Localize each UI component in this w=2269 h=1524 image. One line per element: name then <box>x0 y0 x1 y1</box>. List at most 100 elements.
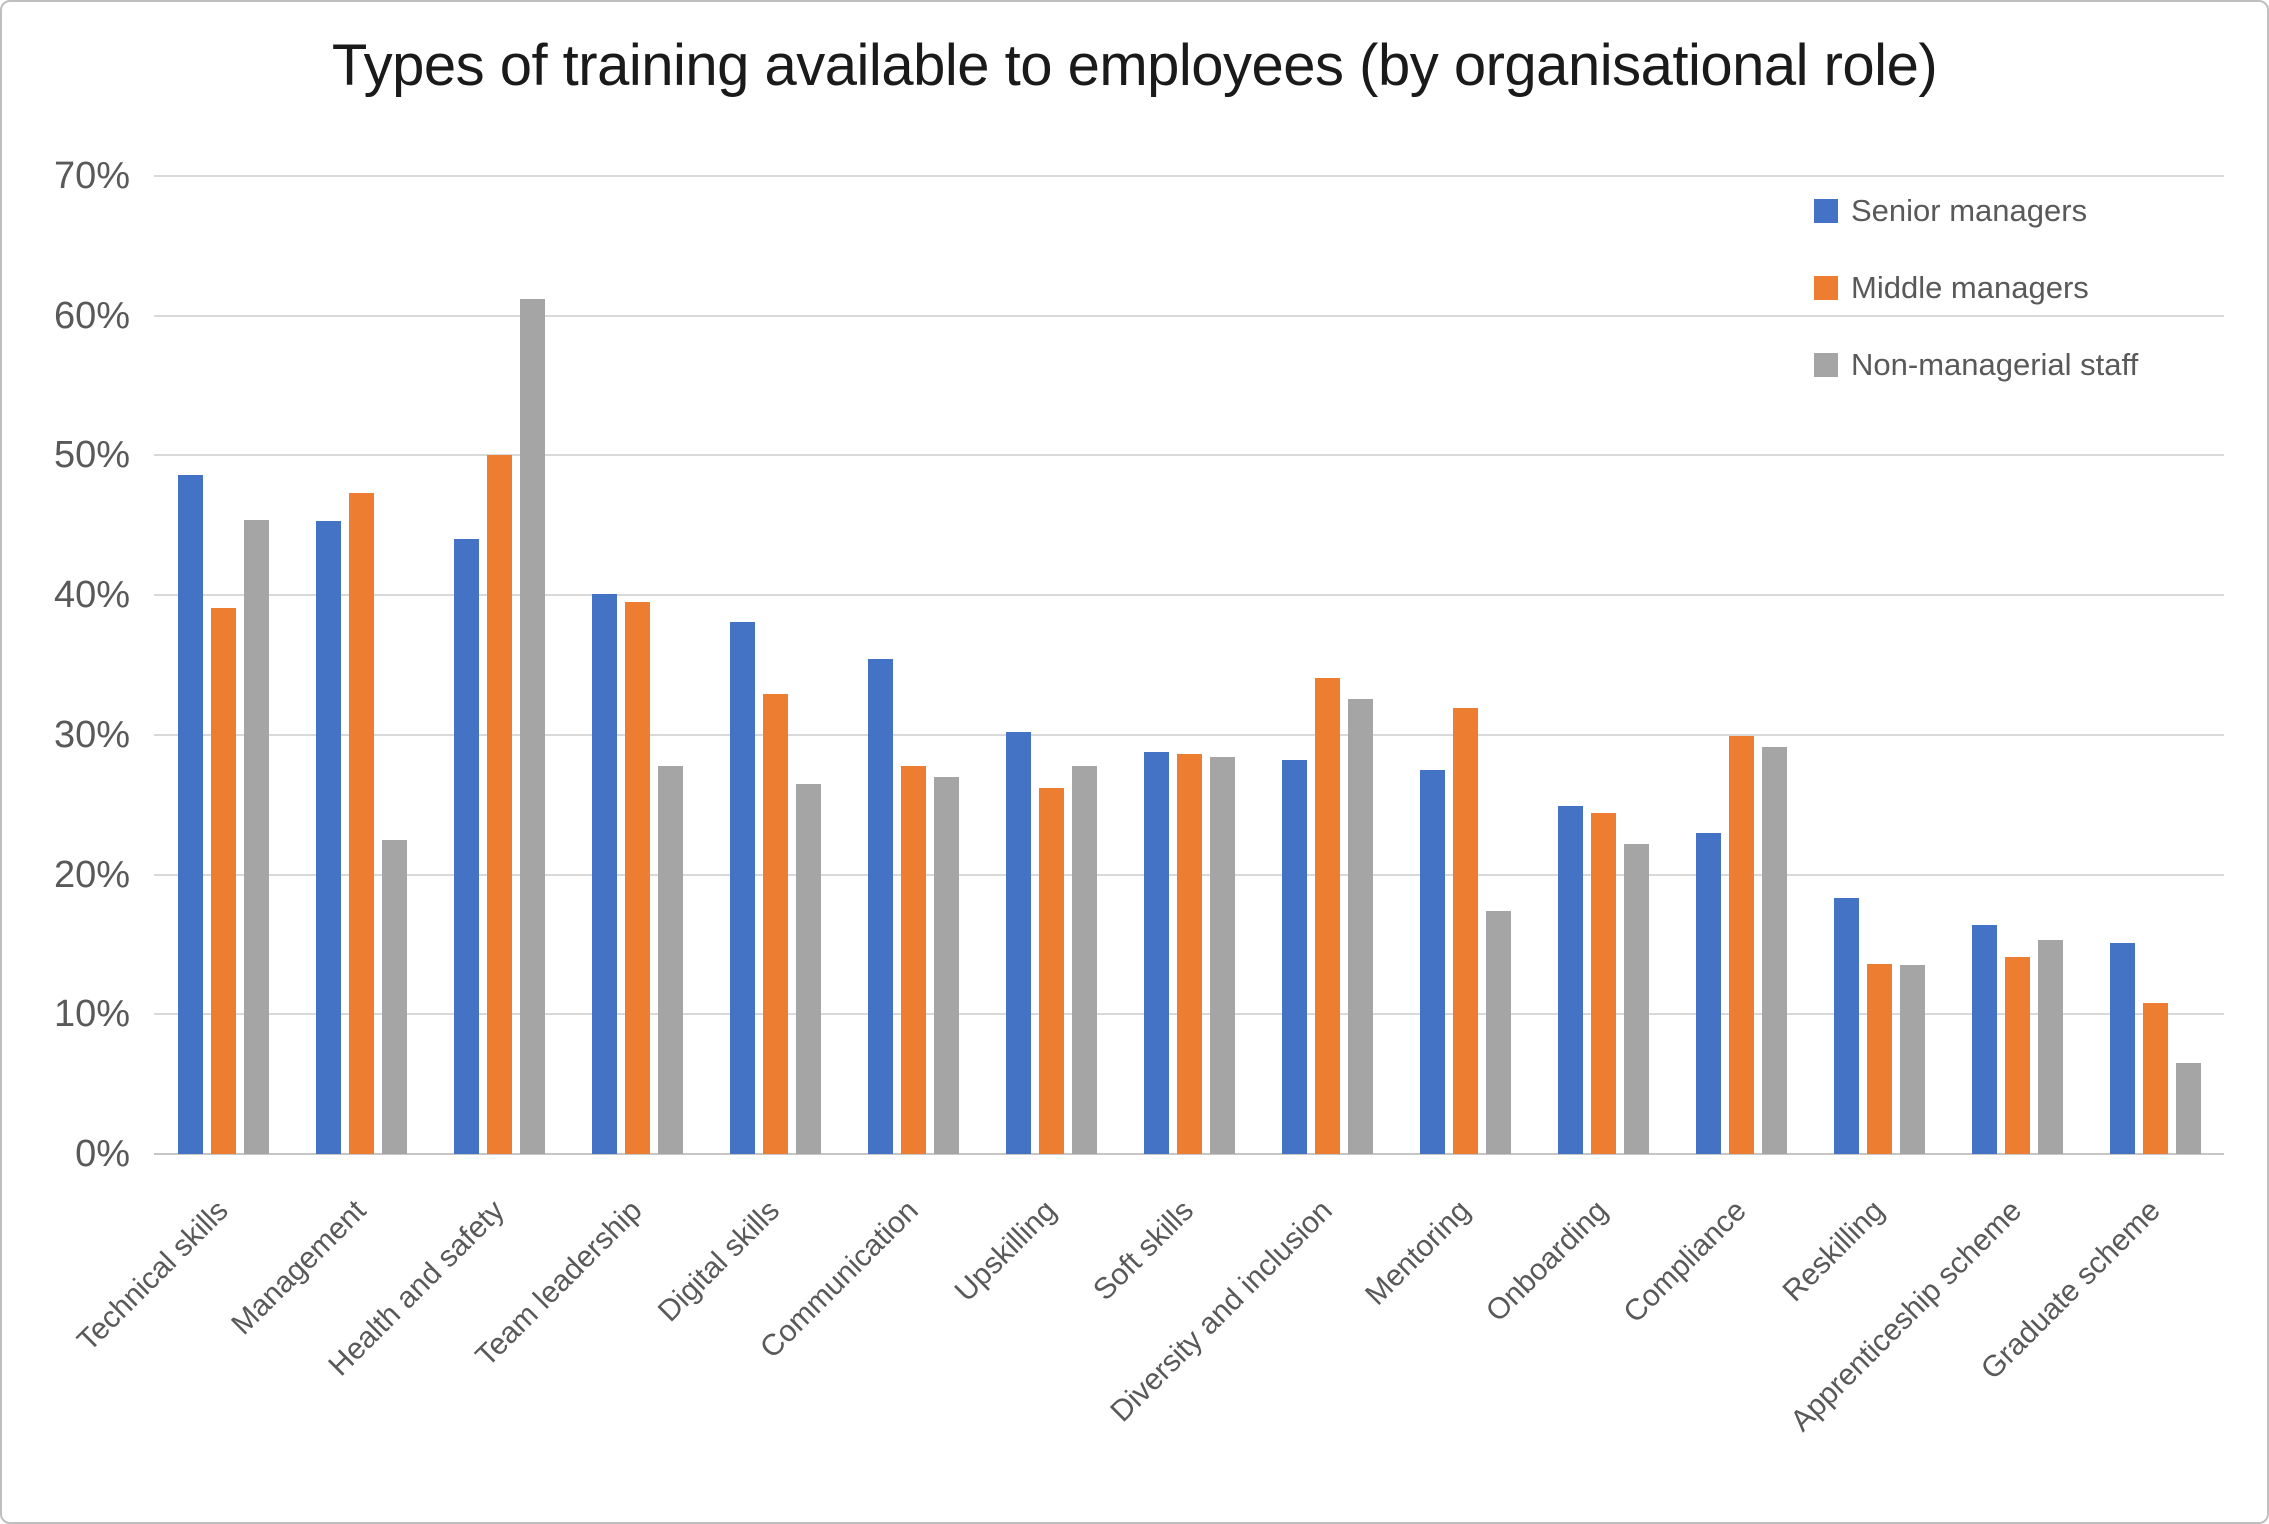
category-label: Onboarding <box>1480 1194 1615 1329</box>
category-label: Digital skills <box>652 1194 787 1329</box>
y-tick-label: 0% <box>75 1133 130 1175</box>
bar <box>1347 698 1373 1154</box>
gridline <box>154 594 2224 597</box>
bar-group <box>1534 176 1672 1154</box>
bar-group <box>1258 176 1396 1154</box>
bar-group <box>1672 176 1810 1154</box>
legend-label: Middle managers <box>1851 270 2089 305</box>
gridline <box>154 454 2224 457</box>
bar <box>1209 757 1235 1154</box>
bar-group <box>292 176 430 1154</box>
bar <box>453 539 479 1154</box>
y-tick-label: 60% <box>53 294 130 337</box>
bar <box>729 621 755 1154</box>
bar-group <box>1810 176 1948 1154</box>
bar <box>2037 940 2063 1154</box>
bar <box>177 475 203 1154</box>
category-label: Upskilling <box>948 1194 1063 1309</box>
bar <box>1485 910 1511 1154</box>
bar-group <box>430 176 568 1154</box>
bar-group <box>844 176 982 1154</box>
bar <box>1557 806 1583 1154</box>
category-label: Reskilling <box>1776 1194 1891 1309</box>
legend-label: Senior managers <box>1851 193 2088 228</box>
bar <box>348 493 374 1154</box>
y-tick-label: 30% <box>53 713 130 756</box>
bar-group <box>1396 176 1534 1154</box>
bar <box>1419 769 1445 1154</box>
bar <box>624 602 650 1154</box>
bar <box>1623 843 1649 1154</box>
bar <box>1176 754 1202 1154</box>
y-tick-label: 50% <box>53 434 130 477</box>
bar <box>1314 677 1340 1154</box>
bar <box>1590 813 1616 1154</box>
bar <box>1761 747 1787 1154</box>
gridline <box>154 733 2224 736</box>
category-label: Apprenticeship scheme <box>1784 1194 2029 1438</box>
legend-item: Middle managers <box>1814 269 2138 307</box>
legend-swatch-icon <box>1814 353 1838 377</box>
bar <box>1005 732 1031 1154</box>
bar-groups <box>154 176 2224 1154</box>
legend-item: Senior managers <box>1814 192 2138 230</box>
category-label: Mentoring <box>1358 1194 1477 1312</box>
bar <box>1071 765 1097 1154</box>
y-tick-label: 20% <box>53 853 130 896</box>
category-label: Management <box>225 1194 373 1342</box>
bar <box>243 519 269 1154</box>
legend-swatch-icon <box>1814 199 1838 223</box>
bar <box>519 298 545 1154</box>
category-label: Diversity and inclusion <box>1103 1194 1339 1429</box>
y-axis: 0% 10% 20% 30% 40% 50% 60% 70% <box>2 155 140 1175</box>
bar <box>1695 832 1721 1154</box>
bar <box>2175 1063 2201 1154</box>
bar <box>591 593 617 1154</box>
bar <box>1899 965 1925 1154</box>
legend-swatch-icon <box>1814 276 1838 300</box>
bar <box>1866 964 1892 1154</box>
bar <box>210 607 236 1154</box>
category-label: Soft skills <box>1087 1194 1201 1307</box>
plot-area <box>154 175 2224 1155</box>
bar <box>381 839 407 1154</box>
bar <box>762 694 788 1154</box>
legend: Senior managers Middle managers Non-manage… <box>1814 192 2138 423</box>
legend-item: Non-managerial staff <box>1814 346 2138 384</box>
bar <box>1728 736 1754 1154</box>
bar <box>1281 760 1307 1154</box>
bar <box>900 765 926 1154</box>
y-tick-label: 40% <box>53 574 130 617</box>
y-tick-label: 70% <box>53 155 130 197</box>
gridline <box>154 175 2224 177</box>
bar <box>1038 787 1064 1154</box>
bar-group <box>706 176 844 1154</box>
bar <box>867 659 893 1154</box>
bar-group <box>568 176 706 1154</box>
bar-group <box>1120 176 1258 1154</box>
bar <box>657 765 683 1154</box>
category-label: Technical skills <box>70 1194 235 1358</box>
bar <box>2109 943 2135 1154</box>
bar <box>1143 751 1169 1154</box>
y-tick-label: 10% <box>53 993 130 1036</box>
bar-group <box>1948 176 2086 1154</box>
x-axis-line <box>154 1153 2224 1155</box>
bar <box>1971 924 1997 1154</box>
bar <box>2142 1003 2168 1154</box>
bar-group <box>982 176 1120 1154</box>
bar <box>2004 957 2030 1154</box>
category-label: Compliance <box>1616 1194 1753 1330</box>
bar-group <box>2086 176 2224 1154</box>
bar-group <box>154 176 292 1154</box>
bar <box>1452 708 1478 1154</box>
legend-label: Non-managerial staff <box>1851 347 2139 382</box>
bar <box>1833 898 1859 1154</box>
bar <box>933 776 959 1154</box>
bar <box>486 455 512 1154</box>
chart-title: Types of training available to employees… <box>331 33 1938 98</box>
bar <box>315 521 341 1154</box>
gridline <box>154 314 2224 317</box>
bar <box>795 783 821 1154</box>
